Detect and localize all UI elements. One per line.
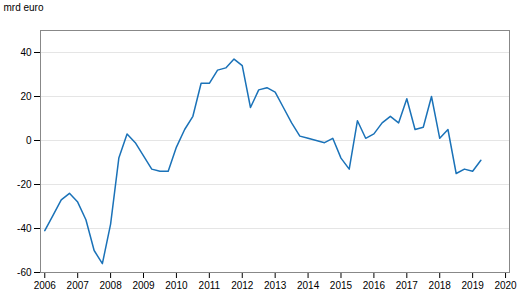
svg-text:2019: 2019 — [462, 280, 485, 291]
svg-text:2016: 2016 — [363, 280, 386, 291]
svg-text:2008: 2008 — [99, 280, 122, 291]
svg-text:2013: 2013 — [264, 280, 287, 291]
svg-text:2017: 2017 — [396, 280, 419, 291]
svg-text:-40: -40 — [17, 223, 32, 234]
svg-text:-60: -60 — [17, 267, 32, 278]
svg-text:-20: -20 — [17, 179, 32, 190]
svg-text:2007: 2007 — [67, 280, 90, 291]
svg-text:2018: 2018 — [429, 280, 452, 291]
svg-text:mrd euro: mrd euro — [4, 2, 44, 13]
svg-text:2011: 2011 — [199, 280, 221, 291]
svg-text:20: 20 — [20, 91, 32, 102]
svg-text:2014: 2014 — [297, 280, 320, 291]
svg-text:2010: 2010 — [165, 280, 188, 291]
svg-text:2020: 2020 — [494, 280, 517, 291]
svg-text:2006: 2006 — [34, 280, 57, 291]
svg-text:2012: 2012 — [231, 280, 254, 291]
svg-text:0: 0 — [26, 135, 32, 146]
svg-text:2015: 2015 — [330, 280, 353, 291]
svg-text:40: 40 — [20, 47, 32, 58]
svg-text:2009: 2009 — [132, 280, 155, 291]
